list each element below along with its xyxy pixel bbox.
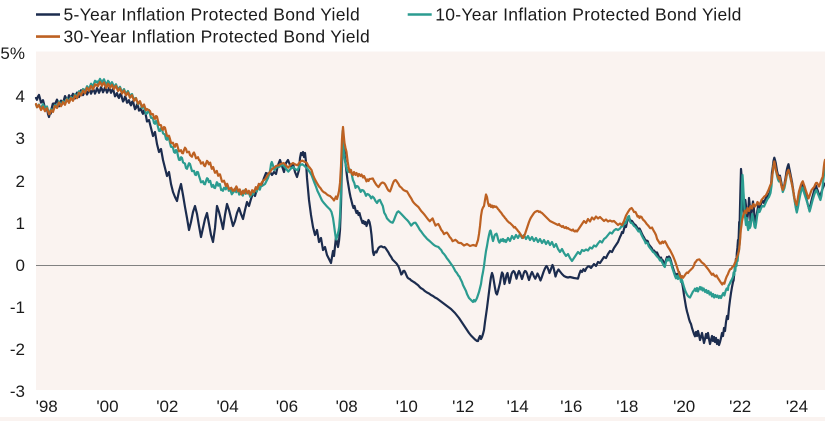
svg-text:5%: 5% — [0, 44, 25, 63]
svg-text:4: 4 — [16, 87, 25, 106]
svg-text:'12: '12 — [452, 397, 474, 416]
svg-text:'02: '02 — [156, 397, 178, 416]
svg-text:-1: -1 — [10, 298, 25, 317]
svg-text:1: 1 — [16, 214, 25, 233]
svg-text:'08: '08 — [336, 397, 358, 416]
svg-text:'00: '00 — [96, 397, 118, 416]
svg-text:'24: '24 — [786, 397, 808, 416]
svg-text:'18: '18 — [616, 397, 638, 416]
svg-text:5-Year Inflation Protected Bon: 5-Year Inflation Protected Bond Yield — [64, 4, 360, 24]
svg-text:'10: '10 — [396, 397, 418, 416]
svg-text:'06: '06 — [276, 397, 298, 416]
svg-text:-3: -3 — [10, 382, 25, 401]
svg-text:2: 2 — [16, 172, 25, 191]
svg-text:3: 3 — [16, 129, 25, 148]
svg-text:10-Year Inflation Protected Bo: 10-Year Inflation Protected Bond Yield — [435, 4, 742, 24]
svg-text:30-Year Inflation Protected Bo: 30-Year Inflation Protected Bond Yield — [64, 26, 371, 46]
svg-text:'20: '20 — [673, 397, 695, 416]
svg-text:'16: '16 — [560, 397, 582, 416]
svg-text:'04: '04 — [217, 397, 239, 416]
svg-text:-2: -2 — [10, 340, 25, 359]
svg-text:'14: '14 — [507, 397, 529, 416]
svg-text:'22: '22 — [729, 397, 751, 416]
svg-text:0: 0 — [16, 256, 25, 275]
svg-text:'98: '98 — [36, 397, 58, 416]
